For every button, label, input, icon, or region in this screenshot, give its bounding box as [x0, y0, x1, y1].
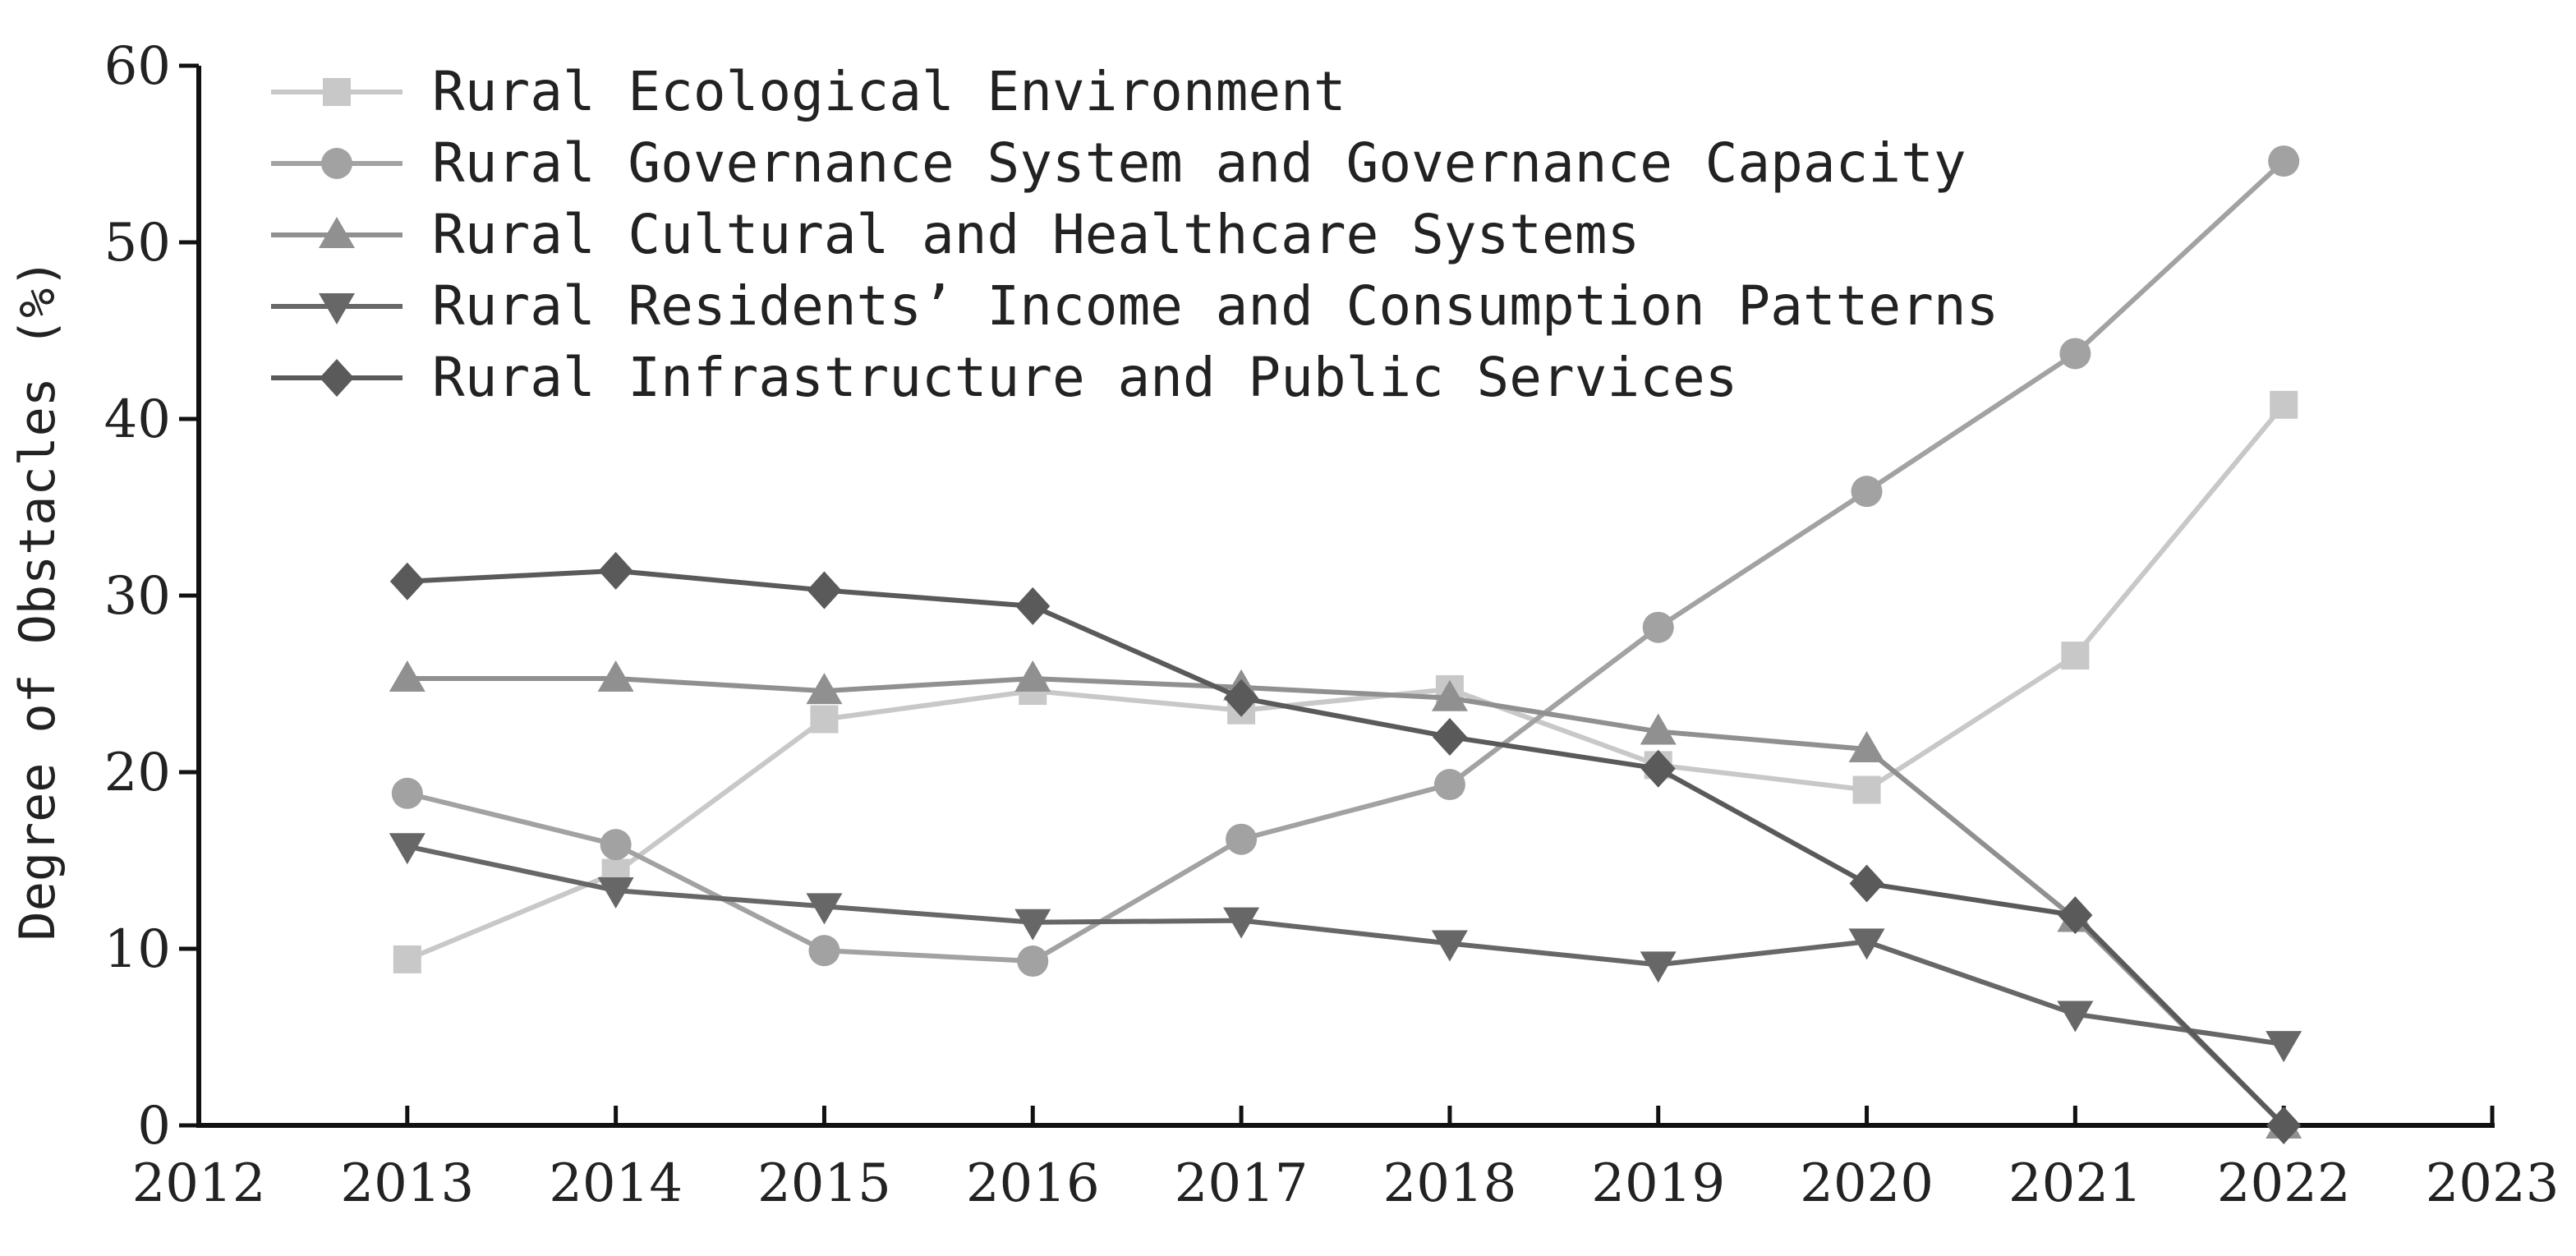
data-point: [2270, 390, 2298, 419]
data-point: [1848, 928, 1885, 960]
legend-marker: [321, 148, 352, 179]
data-point: [1431, 930, 1468, 962]
y-tick-label: 0: [137, 1096, 171, 1157]
data-point: [597, 877, 634, 909]
legend-entry: Rural Cultural and Healthcare Systems: [271, 203, 1640, 266]
legend-entry: Rural Residents’ Income and Consumption …: [271, 274, 1999, 338]
data-point: [806, 893, 843, 925]
series-2: [391, 145, 2300, 978]
y-tick-label: 50: [104, 213, 171, 274]
legend-label: Rural Ecological Environment: [432, 60, 1346, 123]
data-point: [1226, 823, 1258, 855]
series-line: [407, 676, 2286, 1128]
x-tick-label: 2017: [1175, 1153, 1309, 1214]
data-point: [1432, 718, 1467, 756]
data-point: [1640, 749, 1676, 788]
legend-marker: [323, 78, 351, 106]
data-point: [389, 833, 426, 865]
x-tick-label: 2019: [1591, 1153, 1725, 1214]
legend-entry: Rural Governance System and Governance C…: [271, 131, 1966, 195]
data-point: [597, 660, 634, 692]
y-tick-label: 20: [104, 743, 171, 803]
data-point: [389, 562, 425, 600]
data-point: [2061, 642, 2090, 670]
data-point: [1848, 731, 1885, 763]
series-4: [389, 833, 2302, 1063]
y-tick-label: 30: [104, 566, 171, 627]
data-point: [1224, 679, 1259, 717]
legend-marker: [319, 293, 355, 324]
legend-label: Rural Infrastructure and Public Services: [432, 346, 1737, 409]
series-5: [389, 551, 2302, 1144]
series-line: [407, 844, 2284, 1047]
x-tick-label: 2018: [1382, 1153, 1516, 1214]
legend-marker: [319, 217, 355, 248]
data-point: [807, 571, 842, 610]
data-point: [2057, 1001, 2094, 1033]
data-point: [1431, 679, 1468, 711]
data-point: [806, 673, 843, 705]
data-point: [1640, 713, 1677, 745]
data-point: [598, 551, 633, 590]
series-line: [407, 568, 2286, 1128]
x-tick-label: 2013: [340, 1153, 474, 1214]
data-point: [600, 829, 632, 861]
legend-label: Rural Governance System and Governance C…: [432, 131, 1966, 195]
y-tick-label: 10: [104, 919, 171, 980]
x-tick-label: 2016: [966, 1153, 1100, 1214]
data-point: [393, 945, 421, 973]
x-tick-label: 2015: [757, 1153, 891, 1214]
data-point: [1851, 476, 1883, 508]
data-point: [2266, 1106, 2302, 1144]
data-point: [2268, 145, 2300, 177]
x-tick-label: 2020: [1800, 1153, 1934, 1214]
data-point: [1849, 864, 1884, 903]
y-axis-title: Degree of Obstacles (%): [9, 259, 67, 941]
data-point: [391, 777, 423, 809]
data-point: [2058, 896, 2093, 935]
data-point: [808, 935, 840, 967]
legend-label: Rural Residents’ Income and Consumption …: [432, 274, 1999, 338]
x-tick-label: 2014: [549, 1153, 683, 1214]
data-point: [1640, 951, 1677, 983]
legend-label: Rural Cultural and Healthcare Systems: [432, 203, 1640, 266]
x-tick-label: 2023: [2426, 1153, 2560, 1214]
legend-entry: Rural Ecological Environment: [271, 60, 1346, 123]
data-point: [2059, 338, 2091, 370]
x-tick-label: 2012: [132, 1153, 266, 1214]
data-point: [1015, 587, 1051, 625]
x-tick-label: 2022: [2217, 1153, 2351, 1214]
data-point: [1014, 909, 1051, 941]
data-point: [1014, 660, 1051, 692]
y-tick-label: 40: [104, 389, 171, 450]
data-point: [1223, 907, 1260, 939]
axes: 0 10 20 30 40 50 60 2012 2013 2014 2015 2016 2017 201…: [104, 36, 2560, 1214]
legend: Rural Ecological Environment Rural Gover…: [271, 60, 1999, 409]
series-3: [389, 660, 2302, 1139]
data-point: [1433, 769, 1465, 801]
data-point: [389, 660, 426, 692]
data-point: [810, 705, 839, 734]
plot-area: [389, 145, 2302, 1144]
legend-entry: Rural Infrastructure and Public Services: [271, 346, 1737, 409]
data-point: [2266, 1031, 2302, 1063]
data-point: [1017, 945, 1049, 978]
series-line: [406, 403, 2286, 962]
data-point: [1642, 611, 1674, 643]
y-tick-label: 60: [104, 36, 171, 97]
x-tick-label: 2021: [2008, 1153, 2142, 1214]
legend-marker: [320, 359, 354, 397]
data-point: [1852, 775, 1881, 804]
